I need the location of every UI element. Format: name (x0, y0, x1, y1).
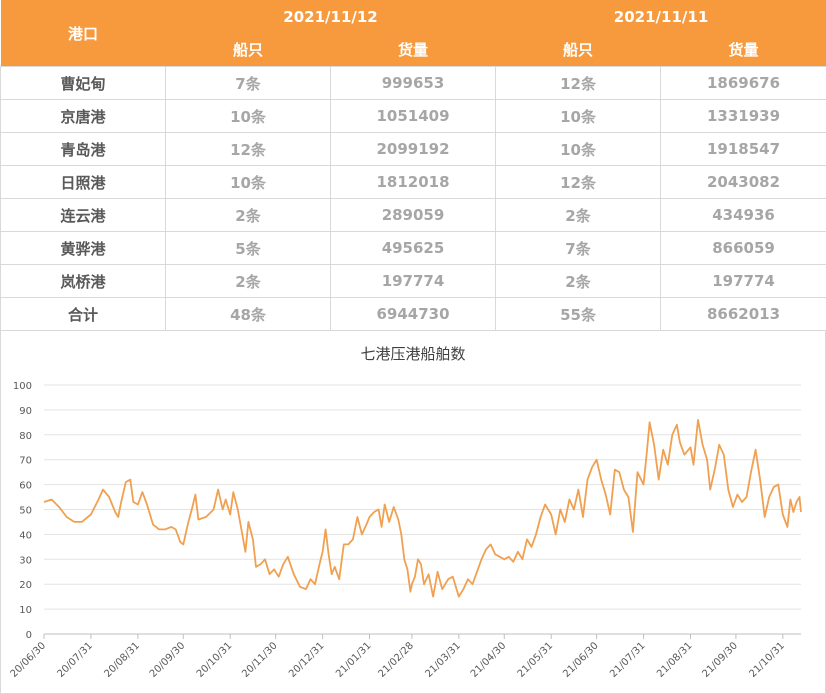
y-tick-label: 60 (19, 481, 32, 492)
table-row: 黄骅港 5条 495625 7条 866059 (0, 231, 826, 265)
x-tick-label: 20/11/30 (240, 640, 280, 680)
x-tick-label: 21/10/31 (747, 640, 787, 680)
cell-port: 黄骅港 (0, 231, 166, 265)
cell-cargo1: 289059 (329, 198, 497, 232)
x-tick-label: 21/01/31 (334, 640, 374, 680)
cell-ships2: 10条 (495, 99, 662, 133)
cell-cargo2: 1331939 (660, 99, 826, 133)
cell-ships1: 12条 (165, 132, 331, 166)
x-tick-label: 20/07/31 (56, 640, 96, 680)
cell-ships1: 2条 (165, 264, 331, 298)
x-tick-label: 21/08/31 (655, 640, 695, 680)
cell-cargo1: 197774 (329, 264, 497, 298)
x-tick-label: 20/12/31 (287, 640, 327, 680)
cell-port: 连云港 (0, 198, 166, 232)
cell-cargo1: 1812018 (329, 165, 497, 199)
y-tick-label: 100 (13, 381, 32, 392)
y-tick-label: 20 (19, 580, 32, 591)
x-tick-label: 20/10/31 (195, 640, 235, 680)
cell-ships2: 10条 (495, 132, 662, 166)
x-tick-label: 21/04/30 (469, 640, 509, 680)
cell-port: 曹妃甸 (0, 66, 166, 100)
cell-cargo1: 1051409 (329, 99, 497, 133)
cell-ships2: 12条 (495, 165, 662, 199)
cell-ships1: 2条 (165, 198, 331, 232)
cell-ships1: 7条 (165, 66, 331, 100)
table-row: 日照港 10条 1812018 12条 2043082 (0, 165, 826, 199)
date1-header: 2021/11/12 (165, 0, 496, 33)
x-tick-label: 21/07/31 (608, 640, 648, 680)
cargo-header: 货量 (660, 33, 826, 67)
x-tick-label: 21/02/28 (376, 640, 416, 680)
table-row: 岚桥港 2条 197774 2条 197774 (0, 264, 826, 298)
cell-ships2: 55条 (495, 297, 662, 331)
table-row: 合计 48条 6944730 55条 8662013 (0, 297, 826, 331)
cell-cargo1: 495625 (329, 231, 497, 265)
cell-cargo2: 197774 (660, 264, 826, 298)
cell-ships2: 7条 (495, 231, 662, 265)
x-tick-label: 21/09/30 (700, 640, 740, 680)
x-tick-label: 21/05/31 (516, 640, 556, 680)
cell-port: 京唐港 (0, 99, 166, 133)
chart-panel: 七港压港船舶数 0 10 20 30 40 50 60 70 80 90 100 20/06/30 20/… (0, 330, 826, 694)
cell-ships1: 5条 (165, 231, 331, 265)
port-column-header: 港口 (0, 0, 166, 67)
y-tick-label: 10 (19, 605, 32, 616)
y-tick-label: 70 (19, 456, 32, 467)
table-row: 京唐港 10条 1051409 10条 1331939 (0, 99, 826, 133)
cell-cargo1: 6944730 (329, 297, 497, 331)
y-tick-label: 40 (19, 530, 32, 541)
cell-ships1: 10条 (165, 99, 331, 133)
port-stats-table: 港口 2021/11/12 2021/11/11 船只 货量 船只 货量 曹妃甸… (0, 0, 826, 331)
cell-port: 日照港 (0, 165, 166, 199)
cell-cargo2: 1869676 (660, 66, 826, 100)
cell-port: 岚桥港 (0, 264, 166, 298)
x-tick-label: 20/09/30 (148, 640, 188, 680)
table-row: 曹妃甸 7条 999653 12条 1869676 (0, 66, 826, 100)
table-row: 青岛港 12条 2099192 10条 1918547 (0, 132, 826, 166)
y-tick-label: 50 (19, 506, 32, 517)
chart-title: 七港压港船舶数 (360, 345, 465, 363)
y-tick-label: 90 (19, 406, 32, 417)
x-tick-label: 20/08/31 (102, 640, 142, 680)
x-tick-label: 20/06/30 (9, 640, 49, 680)
cell-cargo2: 2043082 (660, 165, 826, 199)
cell-cargo2: 866059 (660, 231, 826, 265)
cargo-header: 货量 (330, 33, 496, 67)
cell-ships1: 48条 (165, 297, 331, 331)
cell-cargo1: 2099192 (329, 132, 497, 166)
y-tick-label: 30 (19, 555, 32, 566)
cell-ships2: 2条 (495, 198, 662, 232)
y-tick-label: 0 (26, 630, 32, 641)
series-line (43, 419, 802, 598)
cell-cargo2: 434936 (660, 198, 826, 232)
cell-ships2: 12条 (495, 66, 662, 100)
cell-ships1: 10条 (165, 165, 331, 199)
table-row: 连云港 2条 289059 2条 434936 (0, 198, 826, 232)
y-tick-label: 80 (19, 431, 32, 442)
ships-header: 船只 (165, 33, 331, 67)
cell-port: 青岛港 (0, 132, 166, 166)
cell-cargo2: 1918547 (660, 132, 826, 166)
ships-header: 船只 (495, 33, 661, 67)
cell-ships2: 2条 (495, 264, 662, 298)
cell-cargo1: 999653 (329, 66, 497, 100)
x-tick-label: 21/03/31 (423, 640, 463, 680)
cell-cargo2: 8662013 (660, 297, 826, 331)
cell-port: 合计 (0, 297, 166, 331)
date2-header: 2021/11/11 (495, 0, 826, 33)
x-tick-label: 21/06/30 (561, 640, 601, 680)
